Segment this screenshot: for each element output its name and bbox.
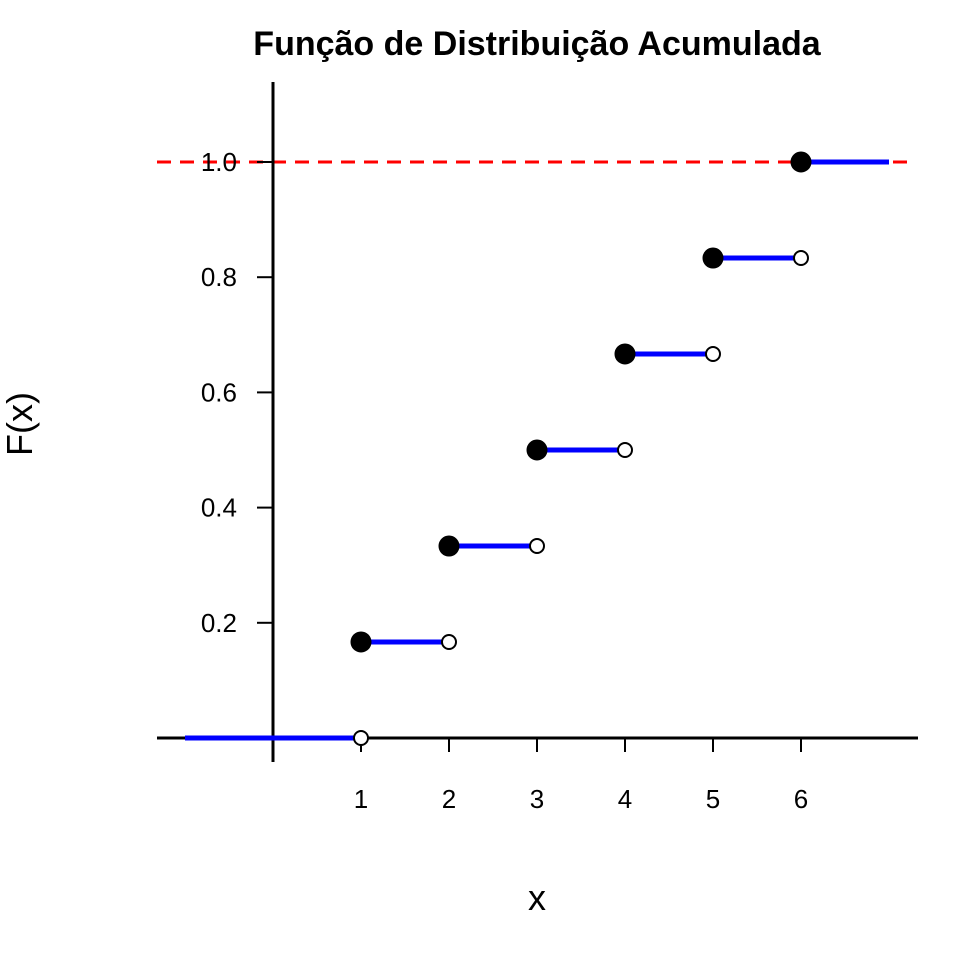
y-tick-label-0.6: 0.6	[201, 377, 237, 407]
step-segments	[185, 159, 889, 741]
x-axis-title: x	[528, 877, 546, 918]
axes	[157, 82, 918, 762]
open-point-5	[793, 250, 809, 267]
x-tick-label-5: 5	[706, 784, 720, 814]
y-tick-label-0.8: 0.8	[201, 262, 237, 292]
y-tick-label-1.0: 1.0	[201, 147, 237, 177]
x-tick-label-6: 6	[794, 784, 808, 814]
x-tick-label-3: 3	[530, 784, 544, 814]
x-tick-label-1: 1	[354, 784, 368, 814]
y-tick-label-0.4: 0.4	[201, 493, 237, 523]
closed-point-5	[790, 151, 812, 173]
y-tick-label-0.2: 0.2	[201, 608, 237, 638]
tick-labels: 1 2 3 4 5 6 0.2 0.4 0.6 0.8 1.0	[201, 147, 808, 814]
x-tick-label-4: 4	[618, 784, 632, 814]
x-tick-label-2: 2	[442, 784, 456, 814]
closed-point-1	[438, 535, 460, 557]
open-point-4	[705, 345, 721, 362]
open-point-0	[353, 730, 369, 746]
chart-title: Função de Distribuição Acumulada	[253, 25, 821, 63]
closed-point-2	[526, 439, 548, 461]
open-point-2	[529, 538, 545, 555]
open-point-1	[441, 633, 457, 650]
step-points	[350, 151, 812, 746]
closed-point-0	[350, 631, 372, 653]
open-point-3	[617, 442, 633, 458]
closed-point-4	[702, 247, 724, 269]
y-axis-title: F(x)	[0, 392, 40, 456]
closed-point-3	[614, 343, 636, 365]
